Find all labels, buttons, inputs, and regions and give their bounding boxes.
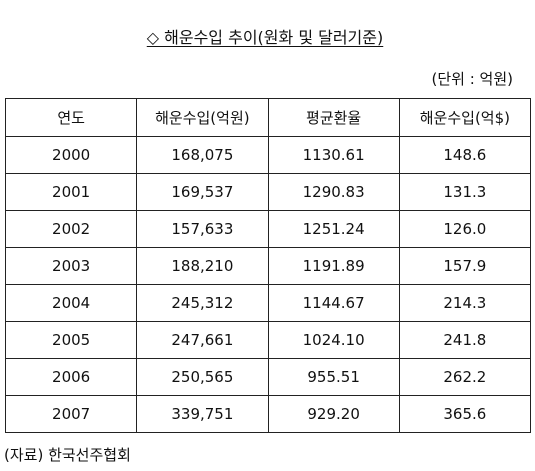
table-cell: 1251.24 <box>267 210 400 248</box>
source-note: (자료) 한국선주협회 <box>4 446 131 464</box>
table-cell: 126.0 <box>398 210 532 248</box>
table-cell: 245,312 <box>136 284 269 322</box>
column-header: 평균환율 <box>267 98 400 137</box>
table-cell: 2004 <box>4 284 138 322</box>
table-cell: 2002 <box>4 210 138 248</box>
table-cell: 247,661 <box>136 321 269 359</box>
header-row: 연도 해운수입(억원) 평균환율 해운수입(억$) <box>4 98 532 137</box>
table-cell: 241.8 <box>398 321 532 359</box>
table: 연도 해운수입(억원) 평균환율 해운수입(억$) 2000 168,075 1130.6… <box>4 98 532 433</box>
column-header: 연도 <box>4 98 138 137</box>
table-cell: 1290.83 <box>267 173 400 211</box>
table-cell: 214.3 <box>398 284 532 322</box>
table-cell: 365.6 <box>398 395 532 433</box>
table-cell: 157,633 <box>136 210 269 248</box>
table-cell: 2001 <box>4 173 138 211</box>
table-cell: 169,537 <box>136 173 269 211</box>
table-row: 2005 247,661 1024.10 241.8 <box>4 321 532 359</box>
table-cell: 188,210 <box>136 247 269 285</box>
table-row: 2007 339,751 929.20 365.6 <box>4 395 532 433</box>
column-header: 해운수입(억원) <box>136 98 269 137</box>
table-cell: 1024.10 <box>267 321 400 359</box>
table-row: 2000 168,075 1130.61 148.6 <box>4 136 532 174</box>
table-cell: 929.20 <box>267 395 400 433</box>
table-cell: 262.2 <box>398 358 532 396</box>
table-row: 2003 188,210 1191.89 157.9 <box>4 247 532 285</box>
table-cell: 1130.61 <box>267 136 400 174</box>
table-cell: 131.3 <box>398 173 532 211</box>
table-cell: 1191.89 <box>267 247 400 285</box>
table-cell: 250,565 <box>136 358 269 396</box>
unit-note: (단위 : 억원) <box>431 70 514 88</box>
table-row: 2006 250,565 955.51 262.2 <box>4 358 532 396</box>
table-row: 2001 169,537 1290.83 131.3 <box>4 173 532 211</box>
table-cell: 148.6 <box>398 136 532 174</box>
table-cell: 1144.67 <box>267 284 400 322</box>
table-cell: 2006 <box>4 358 138 396</box>
title: ◇ 해운수입 추이(원화 및 달러기준) <box>146 28 384 47</box>
table-header: 연도 해운수입(억원) 평균환율 해운수입(억$) <box>4 98 532 137</box>
table-cell: 2000 <box>4 136 138 174</box>
table-row: 2004 245,312 1144.67 214.3 <box>4 284 532 322</box>
table-cell: 2007 <box>4 395 138 433</box>
table-cell: 168,075 <box>136 136 269 174</box>
table-cell: 2003 <box>4 247 138 285</box>
table-cell: 157.9 <box>398 247 532 285</box>
table-row: 2002 157,633 1251.24 126.0 <box>4 210 532 248</box>
table-cell: 339,751 <box>136 395 269 433</box>
column-header: 해운수입(억$) <box>398 98 532 137</box>
table-cell: 2005 <box>4 321 138 359</box>
table-cell: 955.51 <box>267 358 400 396</box>
table-body: 2000 168,075 1130.61 148.6 2001 169,537 1290.8… <box>4 136 532 433</box>
